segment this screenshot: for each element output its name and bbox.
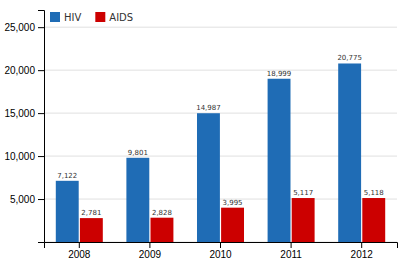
data-label: 5,118 — [364, 189, 384, 197]
x-axis-line — [45, 243, 398, 249]
bar — [151, 218, 174, 242]
bar — [338, 63, 361, 242]
bar — [56, 181, 79, 242]
bar — [268, 79, 291, 242]
data-label: 7,122 — [57, 172, 77, 180]
data-label: 14,987 — [196, 104, 221, 112]
plot: 7,122 9,801 14,987 18,999 20,775 2,781 2,828 3,… — [4, 11, 397, 261]
data-label: 2,781 — [81, 209, 101, 217]
legend-swatch — [50, 12, 60, 22]
x-tick: 2011 — [280, 242, 302, 260]
bar — [126, 158, 149, 242]
y-tick-label: 15,000 — [4, 108, 35, 119]
y-tick-mark — [38, 242, 44, 243]
data-label: 3,995 — [223, 199, 243, 207]
x-tick-label: 2008 — [68, 249, 91, 260]
y-tick-mark — [38, 199, 44, 200]
y-tick-label: 25,000 — [4, 22, 35, 33]
x-tick-label: 2011 — [280, 249, 302, 260]
bar — [197, 113, 220, 242]
data-labels: 7,122 9,801 14,987 18,999 20,775 2,781 2,828 3,… — [57, 54, 384, 217]
bar — [362, 198, 385, 242]
y-tick-mark — [38, 70, 44, 71]
x-tick-mark — [149, 242, 150, 248]
y-tick — [38, 242, 44, 243]
x-tick-label: 2010 — [209, 249, 232, 260]
x-tick-mark — [79, 242, 80, 248]
legend-swatch — [95, 12, 105, 22]
y-tick: 15,000 — [4, 108, 44, 119]
grid — [44, 27, 397, 242]
bars — [56, 63, 385, 242]
y-tick-label: 20,000 — [4, 65, 35, 76]
y-tick: 25,000 — [4, 22, 44, 33]
data-label: 5,117 — [293, 189, 313, 197]
x-tick: 2009 — [139, 242, 162, 260]
legend: HIV AIDS — [50, 12, 133, 23]
y-tick: 20,000 — [4, 65, 44, 76]
x-tick-mark — [361, 242, 362, 248]
x-tick-label: 2009 — [139, 249, 162, 260]
y-tick-mark — [38, 113, 44, 114]
x-axis: 2008 2009 2010 2011 2012 — [45, 242, 398, 260]
y-tick-mark — [38, 27, 44, 28]
chart: 7,122 9,801 14,987 18,999 20,775 2,781 2,828 3,… — [0, 0, 409, 266]
legend-item: HIV — [50, 12, 81, 23]
x-tick: 2010 — [209, 242, 232, 260]
x-tick-mark — [291, 242, 292, 248]
legend-label: AIDS — [109, 12, 133, 23]
data-label: 9,801 — [128, 149, 148, 157]
y-tick: 10,000 — [4, 151, 44, 162]
x-tick: 2008 — [68, 242, 91, 260]
bar — [292, 198, 315, 242]
x-tick-label: 2012 — [351, 249, 374, 260]
y-tick: 5,000 — [10, 194, 44, 205]
data-label: 18,999 — [267, 70, 292, 78]
grid-line — [44, 27, 397, 28]
bar — [80, 218, 103, 242]
legend-item: AIDS — [95, 12, 133, 23]
data-label: 20,775 — [337, 54, 362, 62]
y-tick-label: 5,000 — [10, 194, 35, 205]
y-axis-line — [38, 11, 45, 243]
x-tick-mark — [220, 242, 221, 248]
data-label: 2,828 — [152, 209, 172, 217]
y-tick-mark — [38, 156, 44, 157]
x-tick: 2012 — [351, 242, 374, 260]
y-tick-label: 10,000 — [4, 151, 35, 162]
bar — [221, 208, 244, 242]
legend-label: HIV — [64, 12, 81, 23]
y-axis: 5,000 10,000 15,000 20,000 25,000 — [4, 11, 44, 243]
